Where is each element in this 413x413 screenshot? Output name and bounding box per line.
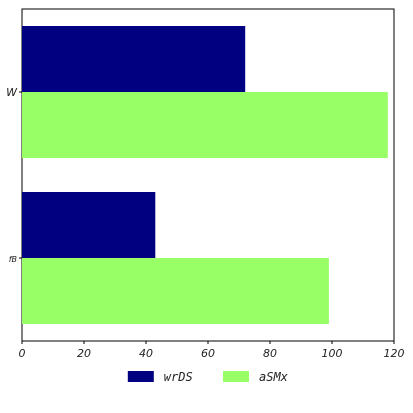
bar-wrDS-fB bbox=[22, 192, 156, 258]
x-tick-label: 40 bbox=[139, 347, 153, 360]
y-tick-label: fB bbox=[9, 255, 17, 264]
x-tick-label: 20 bbox=[77, 347, 91, 360]
bar-aSMx-W bbox=[22, 92, 388, 158]
legend-label-wrDS: wrDS bbox=[164, 370, 193, 384]
y-axis: WfB bbox=[6, 86, 22, 264]
x-tick-label: 80 bbox=[263, 347, 277, 360]
x-axis: 0 20 40 60 80 100 120 bbox=[19, 341, 405, 360]
x-tick-label: 60 bbox=[201, 347, 215, 360]
bars-group bbox=[22, 26, 388, 324]
bar-aSMx-fB bbox=[22, 258, 329, 324]
x-tick-label: 120 bbox=[384, 347, 405, 360]
legend: wrDS aSMx bbox=[127, 370, 289, 384]
legend-swatch-wrDS bbox=[127, 371, 154, 382]
legend-label-aSMx: aSMx bbox=[259, 370, 289, 384]
bar-wrDS-W bbox=[22, 26, 246, 92]
x-tick-label: 0 bbox=[19, 347, 26, 360]
y-tick-label: W bbox=[6, 86, 18, 99]
legend-swatch-aSMx bbox=[223, 371, 249, 382]
x-tick-label: 100 bbox=[322, 347, 343, 360]
